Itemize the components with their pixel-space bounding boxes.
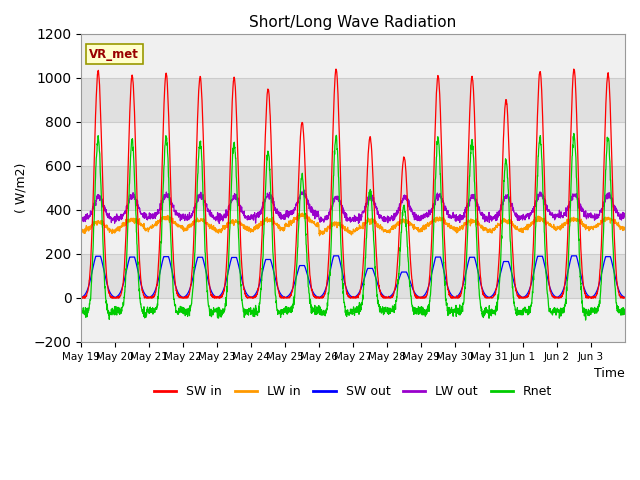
LW out — [77, 216, 85, 221]
Line: LW in: LW in — [81, 213, 625, 236]
LW in — [298, 210, 306, 216]
SW out — [132, 257, 140, 263]
LW out — [132, 195, 140, 201]
LW out — [621, 214, 628, 219]
Rnet — [385, 311, 393, 317]
SW out — [621, 294, 628, 300]
SW out — [614, 283, 621, 289]
LW in — [132, 217, 140, 223]
LW out — [301, 187, 308, 193]
LW out — [249, 216, 257, 222]
Line: SW in: SW in — [81, 69, 625, 298]
Bar — [81, 210, 625, 254]
Rnet — [570, 131, 578, 136]
LW out — [386, 218, 394, 224]
LW out — [517, 213, 525, 219]
Rnet — [249, 310, 257, 316]
SW out — [548, 289, 556, 295]
Rnet — [614, 307, 621, 312]
Legend: SW in, LW in, SW out, LW out, Rnet: SW in, LW in, SW out, LW out, Rnet — [149, 381, 557, 404]
Rnet — [582, 317, 589, 323]
LW out — [216, 221, 223, 227]
LW out — [614, 209, 621, 215]
Rnet — [621, 306, 628, 312]
Rnet — [516, 309, 524, 315]
LW in — [621, 224, 628, 230]
SW out — [77, 294, 85, 300]
LW in — [386, 227, 394, 233]
SW in — [547, 291, 555, 297]
Rnet — [547, 310, 555, 315]
Bar — [81, 34, 625, 78]
Bar — [81, 298, 625, 342]
Line: SW out: SW out — [81, 256, 625, 298]
SW in — [516, 293, 524, 299]
LW in — [316, 233, 323, 239]
SW in — [385, 295, 393, 300]
LW in — [249, 228, 257, 233]
Line: Rnet: Rnet — [81, 133, 625, 320]
SW out — [330, 253, 338, 259]
SW in — [249, 295, 257, 301]
Text: VR_met: VR_met — [90, 48, 139, 61]
Y-axis label: ( W/m2): ( W/m2) — [15, 163, 28, 213]
Title: Short/Long Wave Radiation: Short/Long Wave Radiation — [250, 15, 457, 30]
LW out — [548, 212, 556, 218]
Bar — [81, 122, 625, 166]
SW in — [613, 281, 621, 287]
Bar — [81, 166, 625, 210]
Bar — [81, 78, 625, 122]
LW in — [77, 229, 85, 235]
SW in — [77, 295, 85, 301]
SW in — [132, 140, 140, 145]
SW out — [517, 294, 525, 300]
Rnet — [132, 200, 140, 205]
SW out — [249, 294, 257, 300]
LW in — [548, 223, 556, 228]
X-axis label: Time: Time — [595, 367, 625, 380]
SW in — [621, 295, 628, 301]
SW out — [383, 295, 391, 300]
LW in — [517, 228, 525, 234]
Line: LW out: LW out — [81, 190, 625, 224]
SW in — [570, 66, 578, 72]
Bar — [81, 254, 625, 298]
LW in — [614, 221, 621, 227]
Rnet — [77, 310, 85, 315]
SW out — [386, 294, 394, 300]
